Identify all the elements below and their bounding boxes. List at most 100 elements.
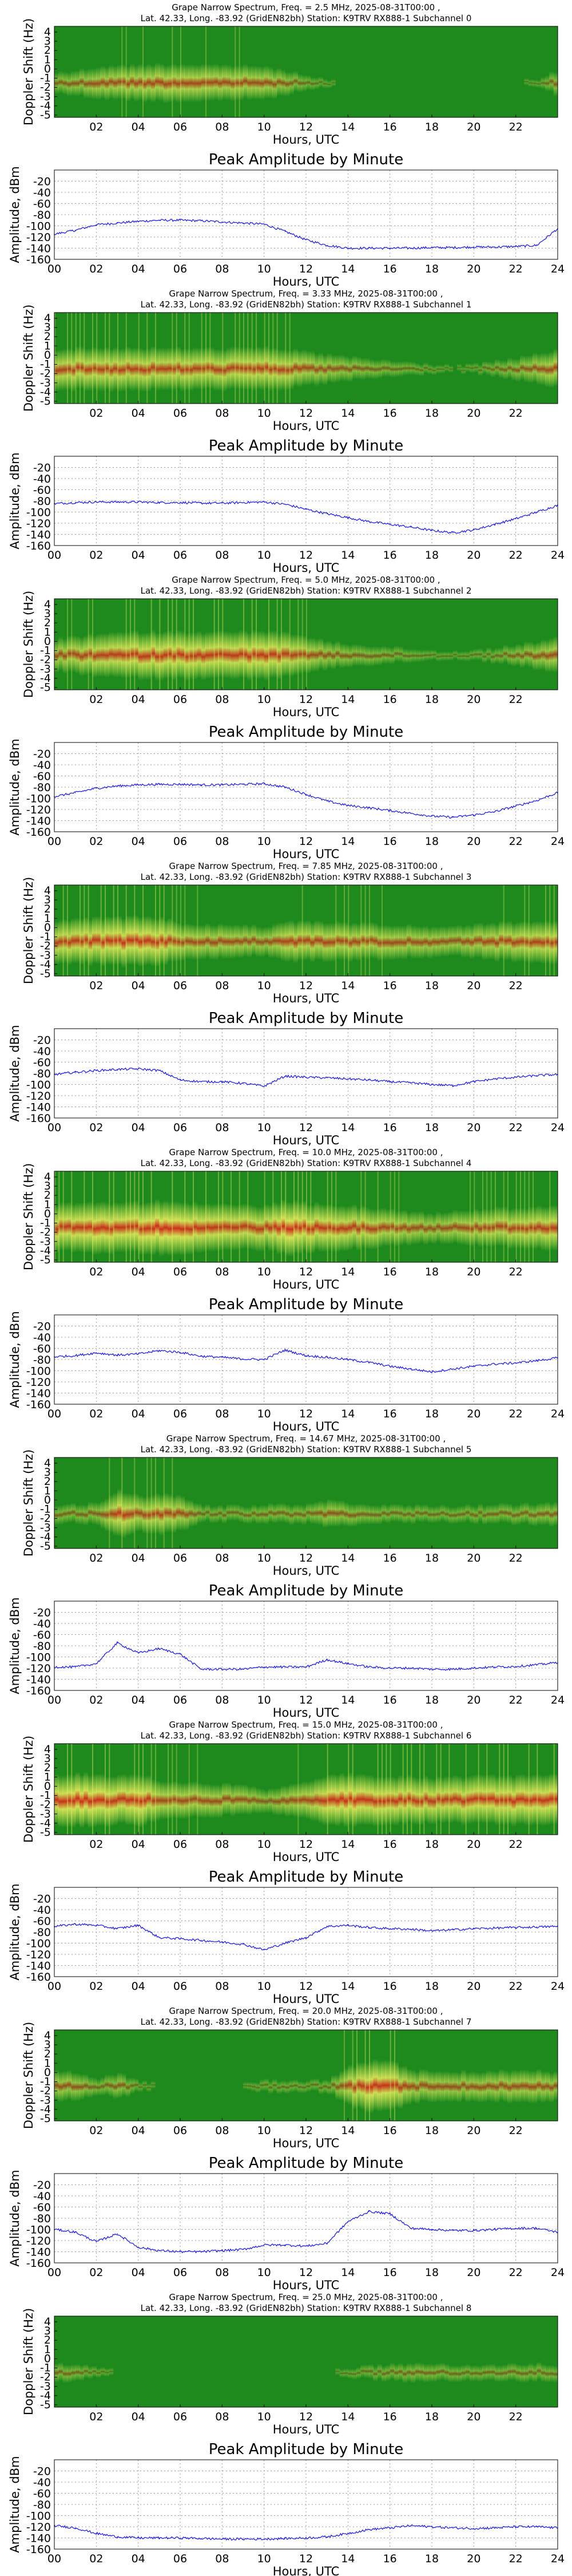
spectrogram-ytick-label: 3 [44, 1180, 51, 1192]
spectrogram-xtick-label: 16 [383, 2411, 397, 2423]
spectrogram-streak [80, 313, 81, 404]
spectrogram-intensity-column [461, 2069, 466, 2100]
spectrogram-intensity-column [545, 353, 550, 388]
spectrogram-intensity-column [360, 1503, 366, 1525]
spectrogram-intensity-column [461, 366, 466, 374]
spectrogram-intensity-column [67, 72, 72, 97]
amplitude-data-point [221, 1669, 223, 1670]
spectrogram-intensity-column [100, 1201, 105, 1254]
amplitude-data-point [263, 2538, 265, 2540]
spectrogram-intensity-column [197, 65, 202, 102]
spectrogram-intensity-column [465, 1776, 470, 1824]
spectrogram-intensity-column [150, 2081, 156, 2089]
amplitude-data-point [263, 223, 265, 225]
spectrogram-intensity-column [218, 1504, 223, 1522]
spectrogram-intensity-column [276, 1787, 281, 1816]
spectrogram-intensity-column [339, 1205, 344, 1251]
amplitude-data-point [243, 502, 244, 503]
spectrogram-intensity-column [440, 2362, 445, 2380]
amplitude-data-point [326, 513, 328, 515]
spectrogram-ytick-label: -5 [40, 1826, 51, 1839]
amplitude-data-point [243, 1943, 244, 1945]
amplitude-ylabel: Amplitude, dBm [8, 738, 22, 835]
amplitude-ytick-label: -20 [33, 1607, 51, 1619]
spectrogram-intensity-column [356, 923, 361, 961]
amplitude-xtick-label: 08 [215, 1980, 229, 1993]
spectrogram-intensity-column [490, 1504, 495, 1524]
spectrogram-streak [243, 599, 244, 690]
amplitude-data-point [326, 1077, 328, 1078]
spectrogram-intensity-column [537, 1774, 542, 1826]
amplitude-data-point [263, 1949, 265, 1950]
amplitude-data-point [284, 2538, 286, 2539]
spectrogram-intensity-column [197, 1203, 202, 1254]
spectrogram-intensity-column [533, 79, 537, 88]
spectrogram-streak [293, 1171, 295, 1262]
amplitude-xtick-label: 10 [257, 2266, 271, 2279]
spectrogram-intensity-column [541, 77, 546, 89]
spectrogram-intensity-column [524, 2364, 529, 2383]
spectrogram-streak [172, 1457, 173, 1548]
spectrogram-intensity-column [541, 2071, 546, 2103]
spectrogram-intensity-column [180, 924, 185, 961]
spectrogram-title-line2: Lat. 42.33, Long. -83.92 (GridEN82bh) St… [141, 872, 472, 882]
spectrogram-intensity-column [142, 2080, 147, 2089]
spectrogram-intensity-column [276, 68, 281, 96]
spectrogram-intensity-column [138, 916, 143, 967]
spectrogram-intensity-column [150, 1202, 156, 1256]
spectrogram-intensity-column [113, 632, 118, 678]
spectrogram-intensity-column [465, 363, 470, 372]
spectrogram-intensity-column [260, 927, 265, 958]
spectrogram-streak [172, 1744, 173, 1835]
spectrogram-intensity-column [377, 2364, 382, 2379]
spectrogram-intensity-column [495, 359, 499, 376]
spectrogram-xtick-label: 04 [132, 693, 145, 706]
spectrogram-streak [297, 1744, 299, 1835]
amplitude-data-point [158, 220, 160, 221]
spectrogram-intensity-column [62, 638, 67, 674]
amplitude-panel-6: Peak Amplitude by Minute-20-40-60-80-100… [8, 1868, 565, 2006]
amplitude-panel-4: Peak Amplitude by Minute-20-40-60-80-100… [8, 1296, 565, 1433]
spectrogram-streak [130, 1171, 131, 1262]
spectrogram-intensity-column [549, 71, 554, 92]
spectrogram-xtick-label: 08 [215, 1552, 229, 1564]
spectrogram-intensity-column [511, 2070, 517, 2103]
amplitude-data-point [452, 1669, 454, 1670]
spectrogram-xtick-label: 04 [132, 1838, 145, 1851]
spectrogram-xtick-label: 20 [467, 1552, 480, 1564]
spectrogram-intensity-column [448, 651, 454, 661]
spectrogram-intensity-column [239, 630, 244, 678]
amplitude-data-point [368, 521, 370, 522]
amplitude-xtick-label: 10 [257, 1980, 271, 1993]
amplitude-xtick-label: 24 [551, 1408, 565, 1420]
spectrogram-intensity-column [348, 1205, 353, 1250]
amplitude-xtick-label: 04 [132, 1121, 145, 1134]
spectrogram-xtick-label: 04 [132, 1552, 145, 1564]
spectrogram-intensity-column [524, 1775, 529, 1826]
amplitude-ytick-label: -120 [26, 1376, 51, 1389]
spectrogram-intensity-column [67, 920, 72, 966]
spectrogram-xtick-label: 14 [341, 1838, 355, 1851]
spectrogram-streak [92, 1744, 93, 1835]
spectrogram-intensity-column [54, 2069, 59, 2101]
spectrogram-streak [382, 885, 383, 976]
amplitude-frame [54, 2173, 558, 2263]
spectrogram-intensity-column [394, 1777, 399, 1826]
spectrogram-ytick-label: 1 [44, 53, 51, 66]
spectrogram-streak [364, 885, 366, 976]
spectrogram-xtick-label: 02 [89, 407, 103, 420]
spectrogram-intensity-column [138, 2082, 143, 2092]
amplitude-data-point [368, 2211, 370, 2212]
amplitude-data-point [96, 2532, 97, 2534]
spectrogram-ytick-label: 2 [44, 903, 51, 915]
spectrogram-ytick-label: -5 [40, 2112, 51, 2125]
spectrogram-intensity-column [105, 2368, 109, 2377]
amplitude-data-point [158, 1648, 160, 1649]
amplitude-xtick-label: 14 [341, 549, 355, 562]
spectrogram-intensity-column [314, 354, 319, 386]
spectrogram-intensity-column [80, 637, 84, 677]
amplitude-data-point [431, 247, 432, 248]
amplitude-data-point [389, 2213, 391, 2214]
spectrogram-streak [138, 1171, 140, 1262]
amplitude-data-point [326, 1659, 328, 1661]
